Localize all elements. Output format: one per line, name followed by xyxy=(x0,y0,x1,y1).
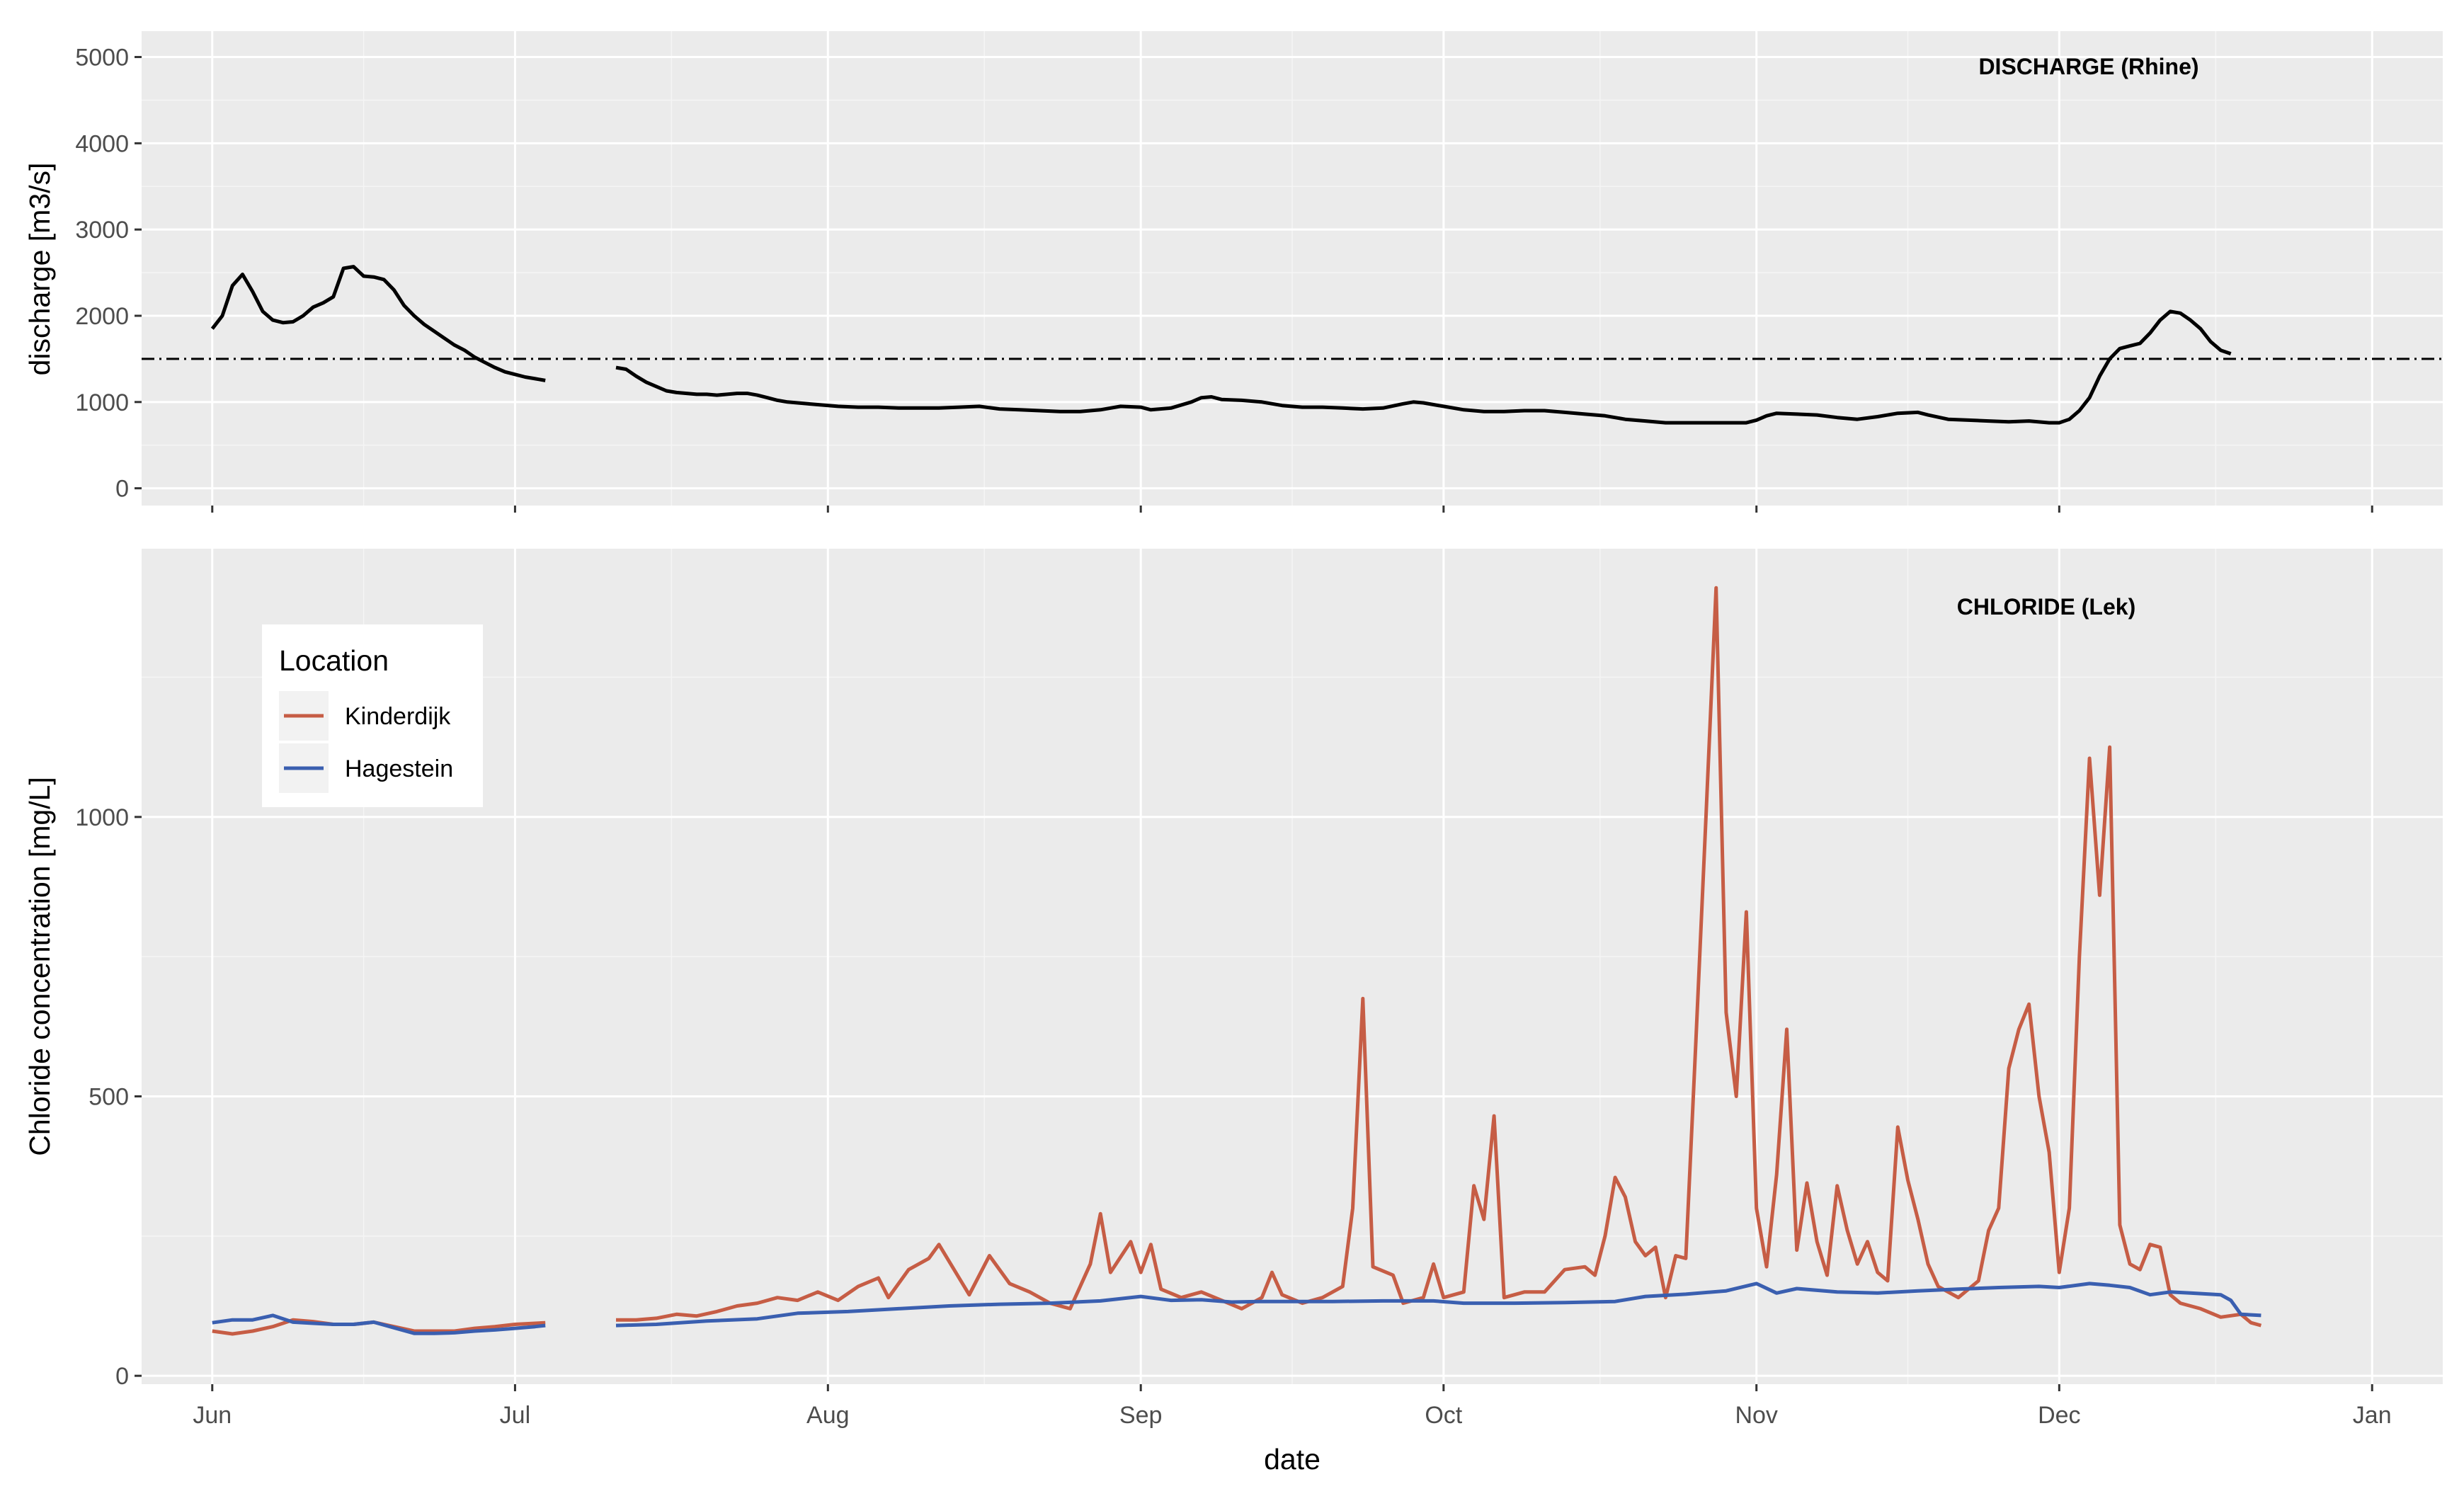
discharge-y-tick-label: 3000 xyxy=(75,217,129,244)
discharge-y-ticks: 0 1000 2000 3000 4000 5000 xyxy=(75,45,142,503)
discharge-y-tick-label: 5000 xyxy=(75,45,129,72)
chloride-y-ticks: 0 500 1000 xyxy=(75,804,142,1390)
discharge-series xyxy=(210,265,2232,425)
x-tick-label: Jan xyxy=(2353,1402,2392,1429)
x-tick-label: Sep xyxy=(1119,1402,1163,1429)
legend-label-hagestein: Hagestein xyxy=(345,755,453,782)
chloride-y-tick-label: 1000 xyxy=(75,804,129,831)
x-tick-label: Jul xyxy=(500,1402,530,1429)
discharge-y-tick-label: 0 xyxy=(115,476,129,503)
x-tick-label: Dec xyxy=(2038,1402,2080,1429)
series-line-hagestein xyxy=(615,1282,2261,1328)
legend: Location Kinderdijk Hagestein xyxy=(262,624,483,807)
series-line-discharge xyxy=(615,309,2232,425)
legend-title: Location xyxy=(279,644,389,677)
discharge-y-tick-label: 1000 xyxy=(75,389,129,416)
series-line-hagestein xyxy=(212,1313,546,1335)
x-tick-label: Jun xyxy=(193,1402,232,1429)
series-line-kinderdijk xyxy=(616,586,2262,1328)
discharge-panel-title: DISCHARGE (Rhine) xyxy=(1978,54,2198,79)
chloride-x-ticks: Jun Jul Aug Sep Oct Nov Dec Jan xyxy=(193,1384,2392,1429)
series-line-discharge xyxy=(210,265,546,382)
discharge-y-tick-label: 2000 xyxy=(75,303,129,330)
legend-label-kinderdijk: Kinderdijk xyxy=(345,703,451,730)
discharge-x-ticks xyxy=(211,506,2373,513)
chloride-panel-title: CHLORIDE (Lek) xyxy=(1957,594,2135,620)
discharge-gridlines xyxy=(142,31,2443,506)
x-tick-label: Oct xyxy=(1425,1402,1462,1429)
discharge-y-tick-label: 4000 xyxy=(75,130,129,157)
chloride-y-tick-label: 500 xyxy=(89,1084,129,1111)
chloride-y-tick-label: 0 xyxy=(115,1363,129,1390)
chloride-panel: 0 500 1000 Jun Jul Aug Sep Oct Nov Dec Jan CHLORI… xyxy=(23,549,2443,1476)
discharge-y-axis-title: discharge [m3/s] xyxy=(23,163,56,376)
x-tick-label: Nov xyxy=(1735,1402,1777,1429)
chloride-series xyxy=(212,586,2262,1336)
x-tick-label: Aug xyxy=(806,1402,850,1429)
x-axis-title: date xyxy=(1264,1443,1321,1476)
chloride-gridlines xyxy=(142,549,2443,1384)
chloride-y-axis-title: Chloride concentration [mg/L] xyxy=(23,777,56,1156)
